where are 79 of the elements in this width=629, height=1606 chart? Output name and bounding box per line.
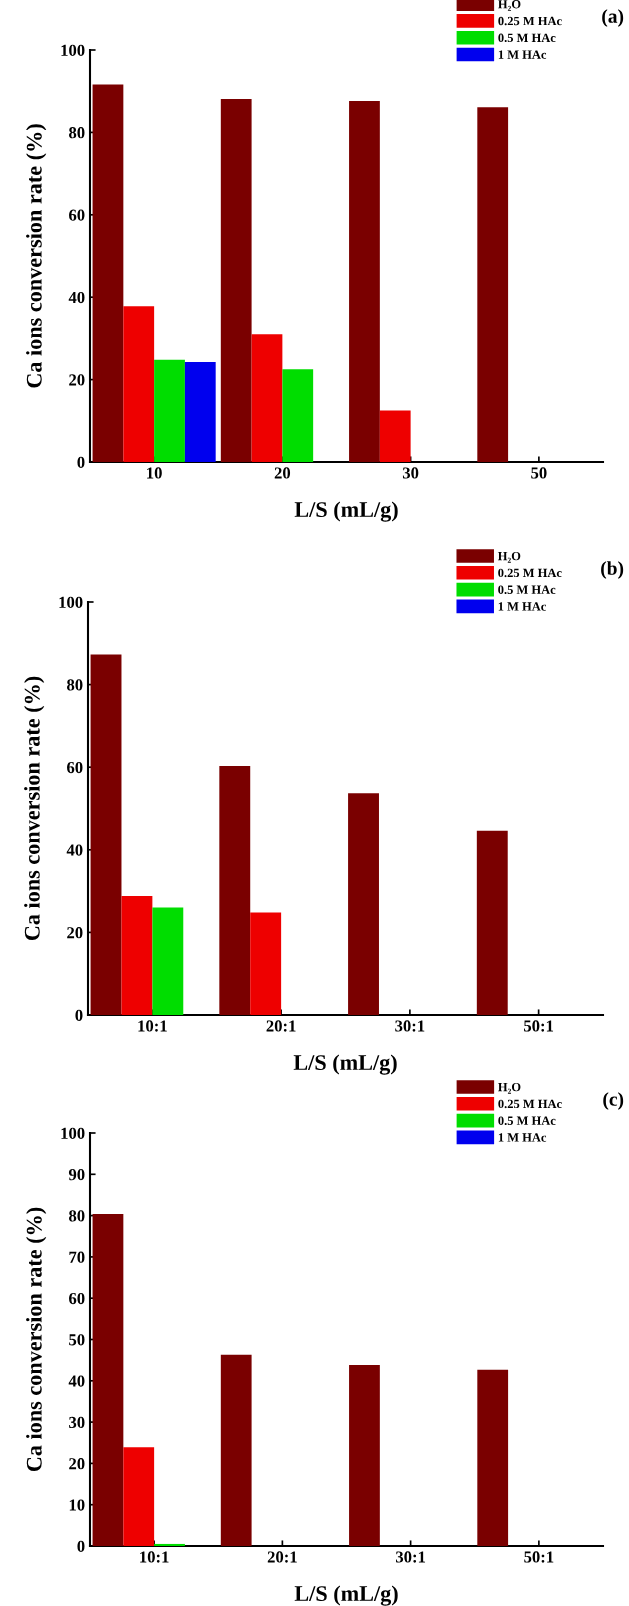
bar bbox=[154, 359, 185, 462]
y-tick-label: 60 bbox=[69, 209, 85, 221]
y-tick-label: 0 bbox=[77, 456, 85, 468]
y-tick-label: 20 bbox=[69, 1458, 85, 1470]
bar bbox=[476, 830, 508, 1015]
y-tick-label: 20 bbox=[67, 927, 83, 939]
legend-label: 0.25 M HAc bbox=[498, 1099, 562, 1109]
y-axis-title: Ca ions conversion rate (%) bbox=[26, 1207, 47, 1472]
legend-label: 0.5 M HAc bbox=[498, 585, 556, 594]
legend-label: 0.25 M HAc bbox=[498, 568, 562, 578]
y-tick-label: 30 bbox=[69, 1416, 85, 1429]
bar bbox=[92, 84, 124, 462]
y-tick-label: 80 bbox=[69, 1210, 85, 1222]
bar bbox=[219, 765, 251, 1015]
y-tick-label: 40 bbox=[68, 291, 85, 304]
x-tick-label: 30 bbox=[402, 467, 419, 479]
bar bbox=[349, 1365, 380, 1546]
legend-label: 0.25 M HAc bbox=[498, 16, 562, 26]
text: (b) bbox=[601, 561, 624, 579]
x-tick-label: 50:1 bbox=[524, 1551, 554, 1563]
y-tick-label: 60 bbox=[69, 1292, 85, 1305]
legend-label: H₂O bbox=[498, 0, 521, 11]
legend-label: 0.5 M HAc bbox=[498, 33, 556, 43]
bar bbox=[250, 912, 282, 1015]
legend-label: 0.5 M HAc bbox=[498, 1116, 556, 1125]
bar bbox=[92, 1213, 124, 1546]
legend-label: H₂O bbox=[498, 1082, 521, 1094]
legend-label: 1 M HAc bbox=[498, 602, 547, 611]
y-tick-label: 80 bbox=[67, 679, 83, 691]
bar bbox=[152, 907, 184, 1015]
y-tick-label: 10 bbox=[69, 1499, 85, 1511]
text: (c) bbox=[603, 1092, 624, 1110]
bar bbox=[348, 793, 379, 1015]
y-tick-label: 0 bbox=[75, 1009, 83, 1021]
y-tick-label: 80 bbox=[69, 127, 85, 139]
bar bbox=[282, 369, 314, 462]
bar bbox=[220, 99, 252, 462]
x-tick-label: 10 bbox=[147, 467, 162, 479]
bar bbox=[477, 1369, 509, 1546]
bar bbox=[220, 1354, 252, 1546]
bar bbox=[349, 101, 380, 462]
bar bbox=[251, 334, 283, 462]
x-tick-label: 20:1 bbox=[266, 1020, 296, 1032]
text: (a) bbox=[602, 9, 624, 27]
x-tick-label: 10:1 bbox=[138, 1020, 167, 1032]
bar bbox=[154, 1543, 185, 1546]
y-tick-label: 0 bbox=[77, 1540, 85, 1552]
y-axis-title: Ca ions conversion rate (%) bbox=[24, 676, 45, 941]
bar bbox=[379, 410, 411, 462]
bar bbox=[477, 107, 509, 462]
x-axis-title: L/S (mL/g) bbox=[294, 501, 398, 522]
legend-label: 1 M HAc bbox=[498, 50, 547, 59]
y-tick-label: 40 bbox=[68, 1375, 85, 1387]
y-tick-label: 100 bbox=[59, 596, 83, 608]
x-axis-title: L/S (mL/g) bbox=[294, 1585, 398, 1606]
y-tick-label: 60 bbox=[67, 761, 83, 774]
y-axis-title: Ca ions conversion rate (%) bbox=[26, 124, 47, 388]
x-axis-title: L/S (mL/g) bbox=[293, 1054, 397, 1075]
y-tick-label: 20 bbox=[69, 374, 85, 386]
x-tick-label: 10:1 bbox=[140, 1551, 169, 1563]
bar bbox=[90, 654, 122, 1015]
y-tick-label: 100 bbox=[61, 44, 85, 56]
bar bbox=[123, 1447, 155, 1546]
y-tick-label: 100 bbox=[61, 1127, 85, 1139]
legend-label: H₂O bbox=[497, 551, 521, 563]
x-tick-label: 50 bbox=[531, 467, 547, 479]
bar bbox=[184, 361, 216, 462]
bar bbox=[123, 306, 155, 462]
bar bbox=[121, 896, 153, 1015]
y-tick-label: 90 bbox=[68, 1169, 85, 1181]
x-tick-label: 20:1 bbox=[267, 1551, 297, 1563]
legend-label: 1 M HAc bbox=[498, 1133, 547, 1142]
x-tick-label: 30:1 bbox=[395, 1020, 425, 1032]
x-tick-label: 50:1 bbox=[524, 1020, 554, 1032]
y-tick-label: 50 bbox=[69, 1334, 85, 1346]
x-tick-label: 30:1 bbox=[395, 1551, 426, 1563]
y-tick-label: 70 bbox=[69, 1251, 85, 1263]
y-tick-label: 40 bbox=[66, 844, 83, 856]
x-tick-label: 20 bbox=[274, 467, 291, 479]
